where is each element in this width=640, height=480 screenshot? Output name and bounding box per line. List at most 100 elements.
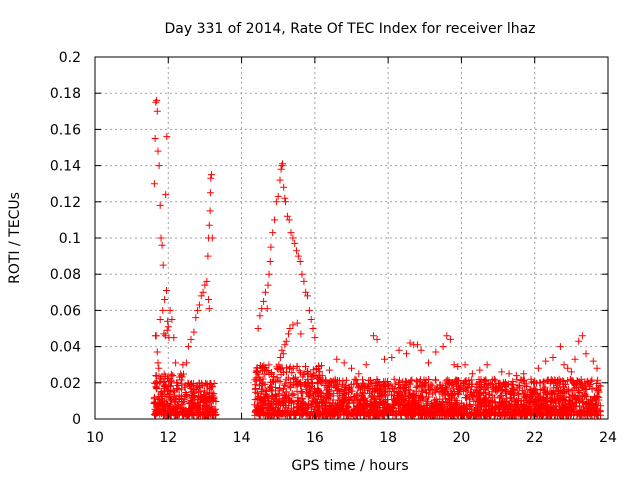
data-point [453, 399, 461, 407]
data-point [201, 395, 209, 403]
data-point [568, 377, 576, 385]
data-point [199, 405, 206, 413]
data-point [594, 411, 602, 419]
data-point [252, 377, 260, 385]
data-point [596, 408, 604, 416]
data-point [296, 379, 304, 387]
data-point [280, 400, 287, 408]
data-point [454, 377, 461, 385]
data-point [319, 393, 327, 401]
data-point [575, 396, 582, 404]
data-point [155, 392, 163, 400]
data-point [432, 376, 440, 384]
data-point [395, 381, 402, 389]
data-point [325, 388, 333, 396]
data-point [396, 391, 404, 398]
data-point [452, 406, 460, 413]
data-point [444, 378, 452, 386]
data-point [538, 401, 546, 409]
data-point [158, 409, 165, 417]
data-point [390, 402, 398, 410]
data-point [583, 386, 591, 393]
data-point [482, 376, 490, 384]
data-point [182, 391, 190, 398]
data-point [166, 407, 174, 414]
data-point [518, 377, 526, 384]
data-point [357, 407, 365, 415]
data-point [405, 380, 413, 388]
data-point [152, 383, 160, 391]
data-point [481, 408, 489, 416]
data-point [305, 306, 313, 314]
data-point [450, 361, 458, 369]
data-point [482, 394, 490, 402]
data-point [170, 334, 178, 342]
y-tick-label: 0.04 [50, 340, 81, 356]
data-point [293, 363, 301, 370]
data-point [304, 292, 311, 300]
data-point [581, 390, 589, 398]
data-point [379, 410, 386, 418]
data-point [502, 387, 510, 395]
data-point [439, 343, 447, 351]
data-point [403, 350, 410, 358]
data-point [479, 410, 487, 418]
data-point [339, 377, 347, 385]
data-point [321, 404, 329, 412]
data-point [574, 377, 582, 385]
data-point [556, 343, 564, 351]
data-point [285, 216, 293, 224]
data-point [261, 288, 269, 296]
data-point [157, 234, 165, 242]
data-point [279, 160, 287, 168]
data-point [325, 403, 333, 411]
data-point [302, 406, 310, 414]
data-point [457, 385, 465, 393]
data-point [280, 410, 288, 418]
data-point [536, 379, 544, 387]
data-point [256, 399, 264, 407]
data-point [298, 398, 306, 406]
plot-frame [94, 56, 609, 420]
data-point [258, 379, 266, 387]
data-point [260, 297, 268, 305]
data-point [330, 405, 338, 413]
data-point [567, 368, 575, 376]
data-point [526, 391, 534, 399]
data-point [432, 348, 440, 356]
data-point [534, 364, 542, 372]
grid-layer [95, 57, 608, 419]
data-point [417, 382, 425, 390]
data-point [519, 387, 527, 395]
data-point [153, 96, 161, 104]
data-point [256, 312, 264, 320]
data-point [156, 316, 164, 323]
data-point [207, 174, 215, 182]
data-point [461, 361, 469, 369]
data-point [486, 410, 494, 418]
data-point [359, 376, 366, 384]
data-point [385, 382, 393, 390]
data-point [561, 388, 569, 395]
y-tick-label: 0 [72, 412, 81, 428]
data-point [423, 409, 431, 417]
data-point [473, 396, 481, 404]
data-point [514, 389, 522, 397]
data-point [165, 391, 173, 398]
data-point [312, 403, 320, 411]
data-point [515, 406, 523, 414]
data-point [407, 406, 415, 413]
data-point [163, 326, 171, 334]
data-point [352, 376, 360, 384]
data-point [163, 133, 171, 141]
data-point [182, 411, 190, 419]
data-point [293, 387, 301, 395]
data-point [156, 201, 164, 209]
data-point [462, 387, 470, 395]
data-point [572, 383, 580, 391]
data-point [342, 376, 350, 384]
data-point [152, 98, 160, 106]
data-point [159, 378, 167, 386]
data-point [526, 403, 534, 411]
data-point [401, 397, 409, 405]
